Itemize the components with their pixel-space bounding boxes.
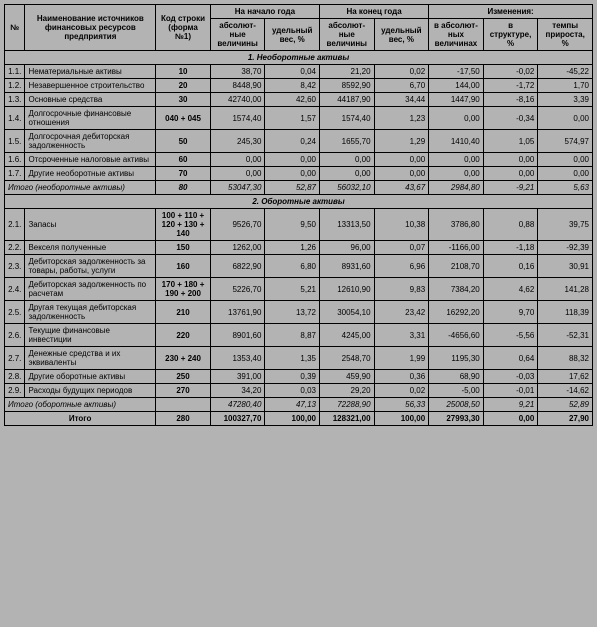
header-abs2: абсолют-ные величины: [319, 19, 374, 51]
table-row: 1.5.Долгосрочная дебиторская задолженнос…: [5, 130, 593, 153]
table-row: 1.1.Нематериальные активы1038,700,0421,2…: [5, 65, 593, 79]
table-row: 2.3.Дебиторская задолженность за товары,…: [5, 255, 593, 278]
table-row: 2.8.Другие оборотные активы250391,000,39…: [5, 370, 593, 384]
header-weight2: удельный вес, %: [374, 19, 429, 51]
table-row: 2.1.Запасы100 + 110 + 120 + 130 + 140952…: [5, 209, 593, 241]
header-changes: Изменения:: [429, 5, 593, 19]
header-code: Код строки (форма №1): [156, 5, 211, 51]
header-name: Наименование источников финансовых ресур…: [25, 5, 156, 51]
table-row: 2.6.Текущие финансовые инвестиции2208901…: [5, 324, 593, 347]
financial-table: № Наименование источников финансовых рес…: [4, 4, 593, 426]
header-no: №: [5, 5, 25, 51]
table-row: 2.5.Другая текущая дебиторская задолженн…: [5, 301, 593, 324]
table-row: 1.4.Долгосрочные финансовые отношения040…: [5, 107, 593, 130]
total-row: Итого280100327,70100,00128321,00100,0027…: [5, 412, 593, 426]
header-abs1: абсолют-ные величины: [210, 19, 265, 51]
table-row: 2.2.Векселя полученные1501262,001,2696,0…: [5, 241, 593, 255]
section-header: 1. Необоротные активы: [5, 51, 593, 65]
section-header: 2. Оборотные активы: [5, 195, 593, 209]
header-tempo: темпы прироста, %: [538, 19, 593, 51]
table-row: 2.7.Денежные средства и их эквиваленты23…: [5, 347, 593, 370]
subtotal-row: Итого (оборотные активы)47280,4047,13722…: [5, 398, 593, 412]
table-row: 1.3.Основные средства3042740,0042,604418…: [5, 93, 593, 107]
header-struct: в структуре, %: [483, 19, 538, 51]
subtotal-row: Итого (необоротные активы)8053047,3052,8…: [5, 181, 593, 195]
table-row: 2.9.Расходы будущих периодов27034,200,03…: [5, 384, 593, 398]
table-row: 1.2.Незавершенное строительство208448,90…: [5, 79, 593, 93]
table-row: 1.6.Отсроченные налоговые активы600,000,…: [5, 153, 593, 167]
header-end: На конец года: [319, 5, 428, 19]
header-abs-change: в абсолют-ных величинах: [429, 19, 484, 51]
header-start: На начало года: [210, 5, 319, 19]
table-row: 1.7.Другие необоротные активы700,000,000…: [5, 167, 593, 181]
table-row: 2.4.Дебиторская задолженность по расчета…: [5, 278, 593, 301]
header-weight1: удельный вес, %: [265, 19, 320, 51]
